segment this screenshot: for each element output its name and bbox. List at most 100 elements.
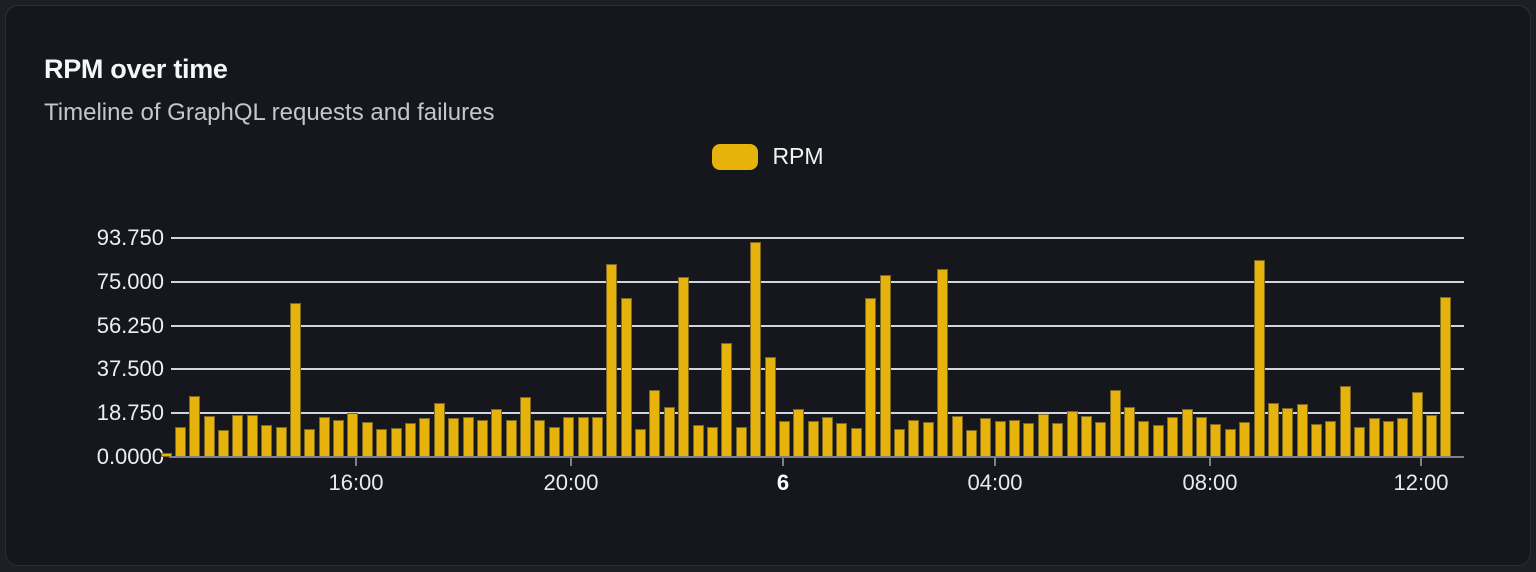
gridline [171,280,1464,283]
bar[interactable] [620,298,632,457]
bar[interactable] [548,426,560,457]
bar[interactable] [246,414,258,457]
bar[interactable] [261,425,273,457]
bar[interactable] [1325,420,1337,457]
bar[interactable] [606,264,618,457]
bar[interactable] [1296,404,1308,457]
bar[interactable] [836,423,848,457]
bar[interactable] [764,356,776,457]
bar[interactable] [1124,406,1136,457]
bar[interactable] [591,417,603,457]
bar[interactable] [160,453,172,457]
bar[interactable] [951,416,963,457]
bar[interactable] [174,426,186,457]
bar[interactable] [1181,409,1193,457]
bar[interactable] [965,430,977,457]
bar[interactable] [1267,403,1279,457]
bar[interactable] [1066,411,1078,457]
bar[interactable] [1239,421,1251,457]
bar[interactable] [534,419,546,457]
bar[interactable] [678,277,690,457]
bar[interactable] [577,417,589,457]
y-axis-label: 37.500 [96,356,164,382]
x-axis-label: 16:00 [328,470,384,495]
bar[interactable] [778,420,790,457]
bar[interactable] [505,419,517,457]
bar[interactable] [275,426,287,457]
bar[interactable] [448,418,460,457]
y-axis-label: 18.750 [96,400,164,426]
bar[interactable] [649,390,661,457]
bar[interactable] [218,430,230,457]
bar[interactable] [1368,418,1380,457]
bar[interactable] [333,419,345,457]
bar[interactable] [563,417,575,457]
bar[interactable] [462,417,474,457]
bar[interactable] [361,421,373,457]
bar[interactable] [721,342,733,457]
bar[interactable] [1224,428,1236,457]
bar[interactable] [520,397,532,457]
bar[interactable] [1095,421,1107,457]
bar[interactable] [433,403,445,457]
x-axis-label: 6 [776,470,790,495]
bar[interactable] [376,428,388,457]
y-axis-label: 0.0000 [96,444,164,469]
bar[interactable] [807,420,819,457]
bar[interactable] [419,418,431,457]
bar[interactable] [1253,259,1265,457]
bar[interactable] [318,417,330,457]
bar[interactable] [879,274,891,457]
bar[interactable] [1109,390,1121,457]
bar[interactable] [476,419,488,457]
bar[interactable] [347,412,359,457]
bar[interactable] [735,426,747,457]
bar[interactable] [994,420,1006,457]
bar[interactable] [922,421,934,457]
gridline [171,412,1464,415]
bar[interactable] [189,396,201,457]
bar[interactable] [1339,385,1351,457]
bar[interactable] [1037,413,1049,457]
bar[interactable] [1196,417,1207,457]
bar[interactable] [793,409,805,457]
legend-swatch-rpm[interactable] [712,143,759,170]
bar[interactable] [1023,423,1035,457]
chart-card: RPM over time Timeline of GraphQL reques… [5,5,1531,566]
bar[interactable] [865,298,877,457]
bar[interactable] [203,416,215,457]
bar[interactable] [707,426,719,457]
bar[interactable] [491,409,503,457]
bar[interactable] [390,427,402,457]
bar[interactable] [1411,391,1423,457]
bar[interactable] [232,414,244,457]
bar[interactable] [635,428,647,457]
bar[interactable] [1138,420,1150,457]
bar[interactable] [404,423,416,457]
bar[interactable] [1210,424,1222,457]
bar[interactable] [663,406,675,457]
bar[interactable] [1080,416,1092,457]
bar[interactable] [304,428,316,457]
bar[interactable] [1382,420,1394,457]
bar[interactable] [893,428,905,457]
bar[interactable] [692,425,704,457]
bar[interactable] [750,242,762,457]
bar[interactable] [980,418,992,457]
bar[interactable] [1052,423,1064,457]
bar[interactable] [822,417,834,457]
legend-label-rpm[interactable]: RPM [772,143,824,169]
bar[interactable] [850,427,862,457]
bar[interactable] [937,268,949,457]
bar[interactable] [289,302,301,457]
bar[interactable] [1009,419,1021,457]
bar[interactable] [1282,407,1294,457]
bar[interactable] [1440,296,1452,457]
bar[interactable] [1152,425,1164,457]
bar[interactable] [1311,424,1323,457]
bar[interactable] [908,419,920,457]
bar[interactable] [1354,426,1366,457]
bar[interactable] [1426,414,1438,457]
bar[interactable] [1397,418,1409,457]
bar[interactable] [1167,417,1179,457]
